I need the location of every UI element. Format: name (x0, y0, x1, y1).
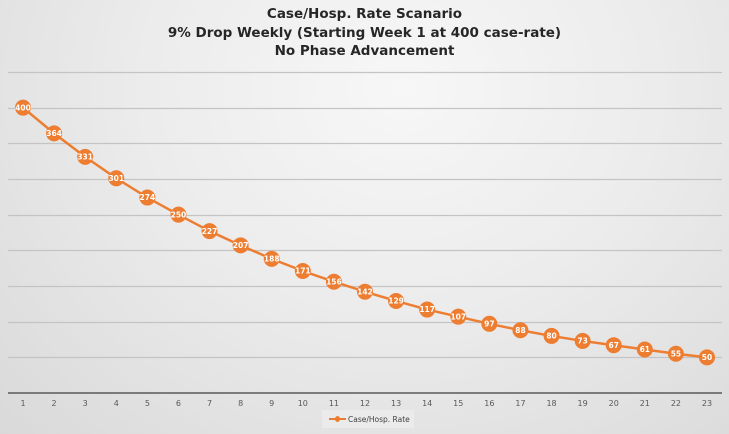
chart-title-block: Case/Hosp. Rate Scanario 9% Drop Weekly … (0, 5, 729, 61)
x-tick-label: 2 (52, 399, 57, 408)
data-point-marker (543, 327, 560, 344)
data-label: 188 (264, 255, 280, 264)
data-label: 80 (546, 332, 556, 341)
x-tick-label: 11 (329, 399, 339, 408)
data-point-marker (46, 125, 63, 142)
chart-title: Case/Hosp. Rate Scanario (266, 6, 463, 22)
legend: Case/Hosp. Rate (322, 410, 414, 428)
data-label: 301 (108, 174, 124, 183)
data-point-marker (667, 345, 684, 362)
data-label: 227 (202, 227, 218, 236)
data-point-marker (170, 206, 187, 223)
x-tick-label: 12 (360, 399, 370, 408)
data-label: 207 (233, 241, 249, 250)
data-point-marker (263, 250, 280, 267)
data-point-marker (15, 99, 31, 116)
data-label: 97 (484, 320, 494, 329)
x-tick-label: 15 (453, 399, 463, 408)
data-label: 107 (450, 312, 466, 321)
x-tick-label: 8 (238, 399, 243, 408)
x-tick-label: 21 (640, 399, 650, 408)
data-label: 50 (702, 353, 712, 362)
x-tick-label: 22 (671, 399, 681, 408)
data-point-marker (699, 349, 715, 366)
data-point-marker (512, 322, 529, 339)
x-tick-label: 17 (515, 399, 525, 408)
chart-subtitle-1: 9% Drop Weekly (Starting Week 1 at 400 c… (167, 24, 562, 41)
data-point-marker (450, 308, 467, 325)
data-label: 400 (15, 103, 31, 112)
data-label: 129 (388, 297, 404, 306)
data-point-marker (77, 148, 94, 165)
data-label: 117 (419, 305, 435, 314)
x-tick-label: 13 (391, 399, 401, 408)
chart-subtitle-2: No Phase Advancement (274, 43, 455, 59)
data-label: 156 (326, 277, 342, 286)
data-label: 331 (77, 153, 93, 162)
x-axis: 1 2 3 4 5 6 7 8 9 10 11 12 13 14 15 16 17 18 19 20 21 22 23 (8, 392, 722, 408)
x-tick-label: 7 (207, 399, 212, 408)
x-tick-label: 1 (20, 399, 25, 408)
data-point-marker (636, 341, 653, 358)
data-point-marker (605, 337, 622, 354)
data-point-marker (139, 189, 156, 206)
x-tick-label: 4 (114, 399, 119, 408)
data-label: 67 (609, 341, 619, 350)
data-label: 88 (515, 326, 525, 335)
x-tick-label: 14 (422, 399, 432, 408)
data-label: 364 (46, 129, 62, 138)
x-tick-label: 3 (83, 399, 88, 408)
data-label: 61 (640, 345, 650, 354)
legend-line-marker-icon (329, 416, 346, 422)
data-label: 274 (140, 193, 156, 202)
data-point-marker (201, 223, 218, 240)
x-tick-label: 20 (609, 399, 619, 408)
data-point-marker (108, 170, 125, 187)
x-tick-label: 10 (298, 399, 308, 408)
series-case-hosp-rate: 400 364 331 301 274 250 227 207 188 171 156 142 129 1… (15, 99, 715, 366)
x-tick-label: 18 (546, 399, 556, 408)
data-point-marker (325, 273, 342, 290)
data-point-marker (294, 263, 311, 280)
series-line (22, 106, 708, 359)
legend-label: Case/Hosp. Rate (348, 414, 410, 424)
data-point-marker (388, 292, 405, 309)
data-point-marker (419, 301, 436, 318)
gridlines (8, 71, 722, 359)
data-point-marker (481, 315, 498, 332)
data-point-marker (232, 237, 249, 254)
x-tick-label: 9 (269, 399, 274, 408)
data-point-marker (357, 283, 373, 300)
data-label: 55 (671, 349, 681, 358)
x-tick-label: 19 (578, 399, 588, 408)
data-label: 250 (171, 210, 187, 219)
data-label: 142 (357, 287, 373, 296)
x-tick-label: 5 (145, 399, 150, 408)
data-point-marker (574, 332, 591, 349)
x-tick-label: 23 (702, 399, 712, 408)
data-label: 171 (295, 267, 311, 276)
x-tick-label: 6 (176, 399, 181, 408)
data-label: 73 (577, 337, 587, 346)
x-tick-label: 16 (484, 399, 494, 408)
